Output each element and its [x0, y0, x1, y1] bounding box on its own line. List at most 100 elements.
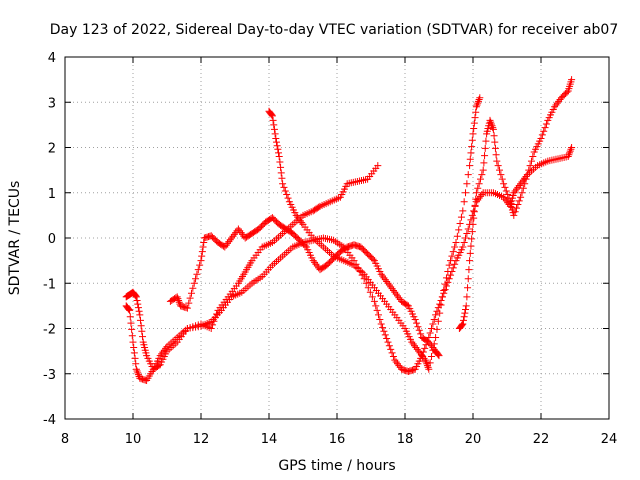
data-point	[463, 229, 471, 237]
data-point	[476, 94, 484, 102]
data-point	[430, 315, 438, 323]
data-point	[505, 194, 513, 202]
data-point	[173, 293, 181, 301]
data-point	[540, 127, 548, 135]
data-point	[374, 311, 382, 319]
data-point	[498, 175, 506, 183]
data-point	[435, 352, 443, 360]
data-point	[476, 192, 484, 200]
data-point	[491, 138, 499, 146]
data-point	[298, 219, 306, 227]
data-point	[523, 171, 531, 179]
data-point	[224, 239, 232, 247]
data-point	[391, 288, 399, 296]
data-point	[463, 293, 471, 301]
data-point	[452, 239, 460, 247]
data-point	[489, 125, 497, 133]
data-point	[472, 189, 480, 197]
data-point	[442, 282, 450, 290]
data-point	[467, 242, 475, 250]
data-point	[518, 189, 526, 197]
data-point	[412, 344, 420, 352]
data-point	[447, 271, 455, 279]
x-tick-label: 10	[125, 432, 142, 447]
data-point	[479, 166, 487, 174]
data-point	[457, 322, 465, 330]
data-point	[128, 332, 136, 340]
data-point	[568, 144, 576, 151]
data-point	[473, 101, 481, 109]
y-tick-label: 4	[48, 51, 56, 66]
data-point	[525, 166, 533, 174]
series-track3	[166, 214, 443, 360]
data-point	[461, 309, 469, 317]
data-point	[156, 352, 164, 360]
data-point	[455, 226, 463, 234]
data-point	[155, 362, 163, 370]
data-point	[272, 134, 280, 142]
data-point	[497, 171, 505, 179]
data-point	[510, 189, 518, 197]
data-point	[175, 298, 183, 306]
data-point	[515, 182, 523, 190]
data-point	[416, 349, 424, 357]
data-point	[315, 203, 323, 211]
data-point	[273, 142, 281, 150]
data-point	[413, 319, 421, 327]
data-point	[277, 163, 285, 171]
data-point	[183, 304, 191, 312]
data-point	[384, 279, 392, 287]
data-point	[468, 235, 476, 243]
data-point	[496, 166, 504, 174]
data-point	[394, 292, 402, 300]
x-tick-label: 20	[465, 432, 482, 447]
data-point	[442, 274, 450, 282]
data-point	[438, 293, 446, 301]
data-point	[124, 305, 132, 313]
data-point	[131, 291, 139, 299]
data-point	[134, 369, 142, 377]
data-point	[440, 286, 448, 294]
data-point	[196, 261, 204, 269]
data-point	[198, 252, 206, 260]
data-point	[411, 315, 419, 323]
data-series	[122, 76, 576, 385]
data-point	[236, 227, 244, 235]
x-tick-label: 24	[601, 432, 618, 447]
data-point	[394, 360, 402, 368]
data-point	[428, 325, 436, 332]
data-point	[190, 279, 198, 287]
data-point	[459, 320, 467, 328]
data-point	[283, 191, 291, 199]
data-point	[471, 114, 479, 122]
data-point	[370, 297, 378, 305]
data-point	[475, 194, 483, 202]
data-point	[470, 119, 478, 127]
data-point	[312, 260, 320, 268]
data-point	[185, 299, 193, 307]
data-point	[448, 252, 456, 260]
data-point	[451, 243, 459, 251]
data-point	[500, 193, 508, 201]
data-point	[135, 307, 143, 315]
data-point	[384, 338, 392, 346]
data-point	[475, 96, 483, 104]
data-point	[294, 213, 302, 221]
data-point	[138, 327, 146, 335]
data-point	[280, 183, 288, 191]
data-point	[468, 136, 476, 144]
data-point	[229, 232, 237, 240]
data-point	[472, 103, 480, 111]
data-point	[270, 125, 278, 133]
data-point	[567, 145, 575, 153]
data-point	[424, 363, 432, 371]
data-point	[537, 134, 545, 142]
data-point	[134, 371, 142, 379]
x-tick-label: 8	[61, 432, 69, 447]
data-point	[474, 99, 482, 107]
data-point	[501, 183, 509, 191]
data-point	[132, 292, 140, 300]
data-point	[436, 300, 444, 308]
data-point	[501, 195, 509, 203]
